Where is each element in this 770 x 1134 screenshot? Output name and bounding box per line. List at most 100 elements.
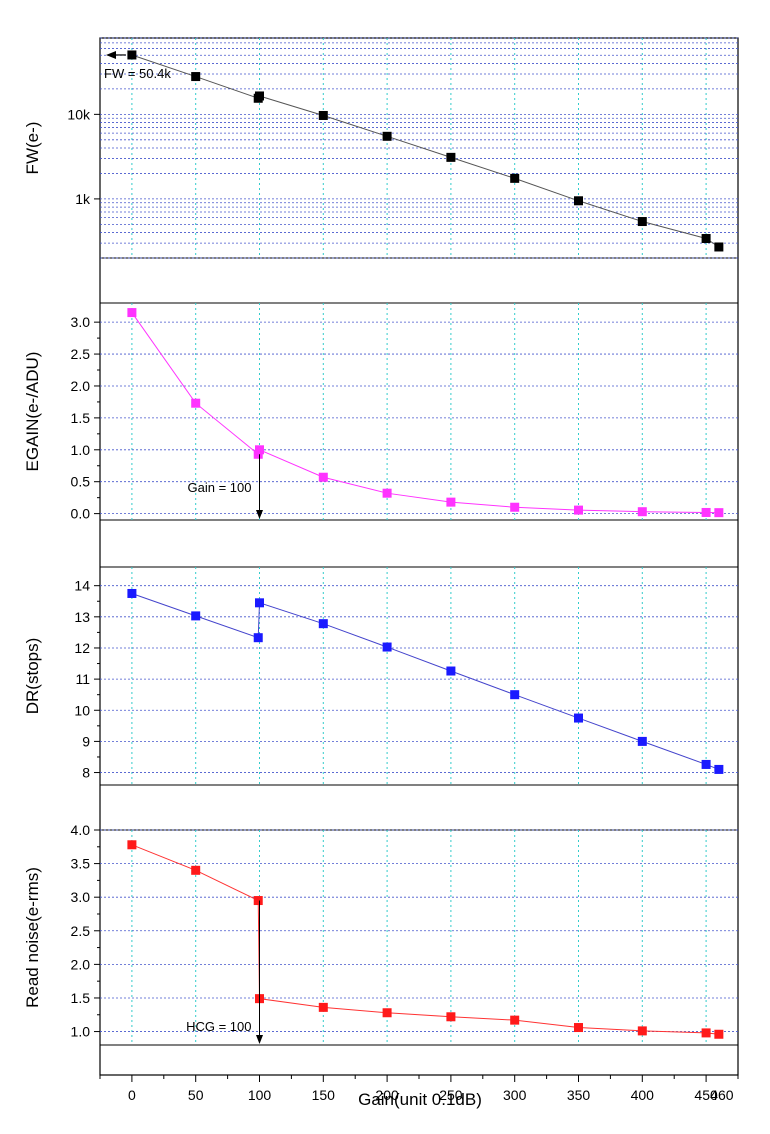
y-tick-label: 13 (74, 609, 90, 625)
series-line (131, 592, 720, 770)
data-point (446, 152, 456, 162)
y-tick-label: 2.5 (71, 923, 91, 939)
data-point (701, 1028, 711, 1038)
data-point (191, 611, 201, 621)
data-point (382, 1008, 392, 1018)
series-line (131, 312, 719, 514)
data-point (255, 598, 264, 608)
data-point (714, 242, 724, 252)
y-tick-label: 1k (75, 191, 91, 207)
x-tick-label: 150 (312, 1087, 336, 1103)
data-point (318, 1002, 328, 1012)
data-point (714, 508, 724, 518)
data-point (191, 865, 201, 875)
y-tick-label: 1.0 (71, 1024, 91, 1040)
data-point (510, 173, 520, 183)
data-point (191, 72, 201, 82)
data-point (253, 896, 263, 906)
data-point (253, 633, 263, 643)
data-point (574, 713, 583, 723)
annotation-arrowhead (256, 510, 263, 519)
annotation-gain: Gain = 100 (188, 480, 252, 495)
y-axis-title: FW(e-) (23, 122, 42, 175)
annotation-arrowhead (256, 1035, 263, 1044)
data-point (255, 445, 264, 455)
data-point (446, 1012, 456, 1022)
data-point (446, 497, 456, 507)
y-tick-label: 3.5 (71, 856, 91, 872)
data-point (510, 502, 520, 512)
data-point (701, 507, 711, 517)
y-tick-label: 14 (74, 578, 90, 594)
data-point (637, 736, 647, 746)
data-point (701, 759, 711, 769)
y-tick-label: 0.0 (71, 506, 91, 522)
data-point (255, 91, 264, 101)
y-tick-label: 3.0 (71, 889, 91, 905)
y-tick-label: 4.0 (71, 822, 91, 838)
annotation-fw: FW = 50.4k (104, 66, 171, 81)
series-line (131, 54, 720, 248)
annotation-hcg: HCG = 100 (186, 1019, 251, 1034)
y-tick-label: 1.0 (71, 442, 91, 458)
x-tick-label: 50 (188, 1087, 204, 1103)
data-point (637, 1026, 647, 1036)
data-point (510, 1015, 520, 1025)
panel-1: 1k 10k FW(e-) FW = 50.4k (23, 37, 738, 259)
y-tick-label: 10 (74, 702, 90, 718)
data-point (382, 642, 392, 652)
y-tick-label: 1.5 (71, 990, 91, 1006)
data-point (714, 764, 724, 774)
y-tick-label: 8 (82, 765, 90, 781)
x-tick-label: 250 (439, 1087, 463, 1103)
panel-2: 0.0 0.5 1.0 1.5 2.0 2.5 3.0 EGAIN(e-/ADU) Gain =… (23, 308, 738, 522)
data-point (127, 50, 137, 60)
y-tick-label: 11 (75, 671, 90, 687)
panel-3: 8 9 10 11 12 13 14 DR(stops) (23, 578, 738, 781)
data-point (637, 217, 647, 227)
y-tick-label: 2.5 (71, 346, 91, 362)
y-tick-label: 12 (74, 640, 90, 656)
data-point (510, 690, 520, 700)
x-tick-label: 400 (631, 1087, 655, 1103)
y-tick-label: 0.5 (71, 474, 91, 490)
x-tick-label: 350 (567, 1087, 591, 1103)
data-point (127, 588, 137, 598)
panel-4: 1.0 1.5 2.0 2.5 3.0 3.5 4.0 Read noise(e-rms) HC… (23, 822, 738, 1044)
data-point (127, 840, 137, 850)
y-axis-title: EGAIN(e-/ADU) (23, 352, 42, 472)
y-tick-label: 2.0 (71, 378, 91, 394)
y-tick-label: 1.5 (71, 410, 91, 426)
y-tick-label: 9 (82, 733, 90, 749)
data-point (318, 619, 328, 629)
data-point (714, 1029, 724, 1039)
x-tick-label: 100 (248, 1087, 272, 1103)
y-tick-label: 2.0 (71, 956, 91, 972)
data-point (382, 131, 392, 141)
y-axis-title: Read noise(e-rms) (23, 867, 42, 1008)
data-point (637, 507, 647, 517)
x-tick-label: 300 (503, 1087, 527, 1103)
data-point (382, 488, 392, 498)
annotation-arrowhead (106, 50, 116, 59)
y-tick-label: 3.0 (71, 314, 91, 330)
y-axis-title: DR(stops) (23, 638, 42, 715)
data-point (318, 472, 328, 482)
data-point (574, 1023, 583, 1033)
x-tick-label: 450 (694, 1087, 718, 1103)
x-tick-label: 0 (128, 1087, 136, 1103)
series-line (131, 844, 719, 1035)
data-point (191, 398, 201, 408)
x-axis-title: Gain(unit 0.1dB) (358, 1090, 482, 1109)
data-point (701, 234, 711, 244)
data-point (127, 308, 137, 318)
data-point (446, 666, 456, 676)
x-tick-label: 200 (375, 1087, 399, 1103)
data-point (318, 110, 328, 120)
x-tick-label-460: 460 (710, 1087, 734, 1103)
data-point (574, 196, 583, 206)
data-point (574, 505, 583, 515)
y-tick-label: 10k (67, 106, 91, 122)
